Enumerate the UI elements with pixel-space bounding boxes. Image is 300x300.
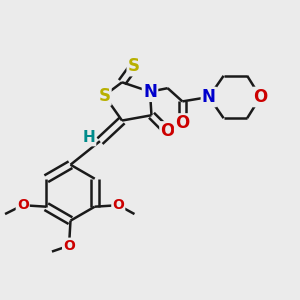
Text: O: O xyxy=(17,198,29,212)
Text: S: S xyxy=(128,57,140,75)
Text: O: O xyxy=(112,198,124,212)
Text: O: O xyxy=(253,88,268,106)
Text: O: O xyxy=(160,122,175,140)
Text: O: O xyxy=(175,115,190,133)
Text: N: N xyxy=(202,88,216,106)
Text: O: O xyxy=(63,239,75,253)
Text: N: N xyxy=(143,83,157,101)
Text: S: S xyxy=(98,86,110,104)
Text: H: H xyxy=(82,130,95,145)
